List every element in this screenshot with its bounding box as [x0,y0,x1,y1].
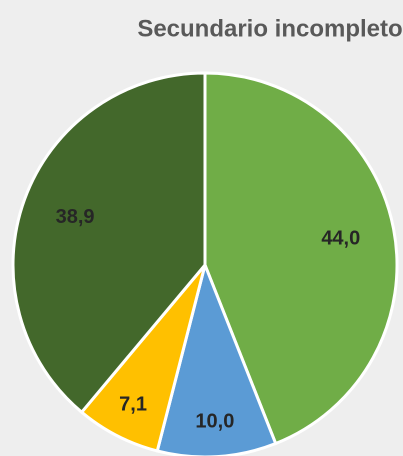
pie-slice [11,71,207,415]
data-label: 38,9 [56,206,95,228]
data-label: 44,0 [321,227,360,249]
data-label: 7,1 [119,393,147,415]
pie-slice [155,260,278,456]
pie-slice [203,71,399,446]
data-label: 10,0 [195,410,234,432]
chart-title: Secundario incompleto [137,15,402,42]
